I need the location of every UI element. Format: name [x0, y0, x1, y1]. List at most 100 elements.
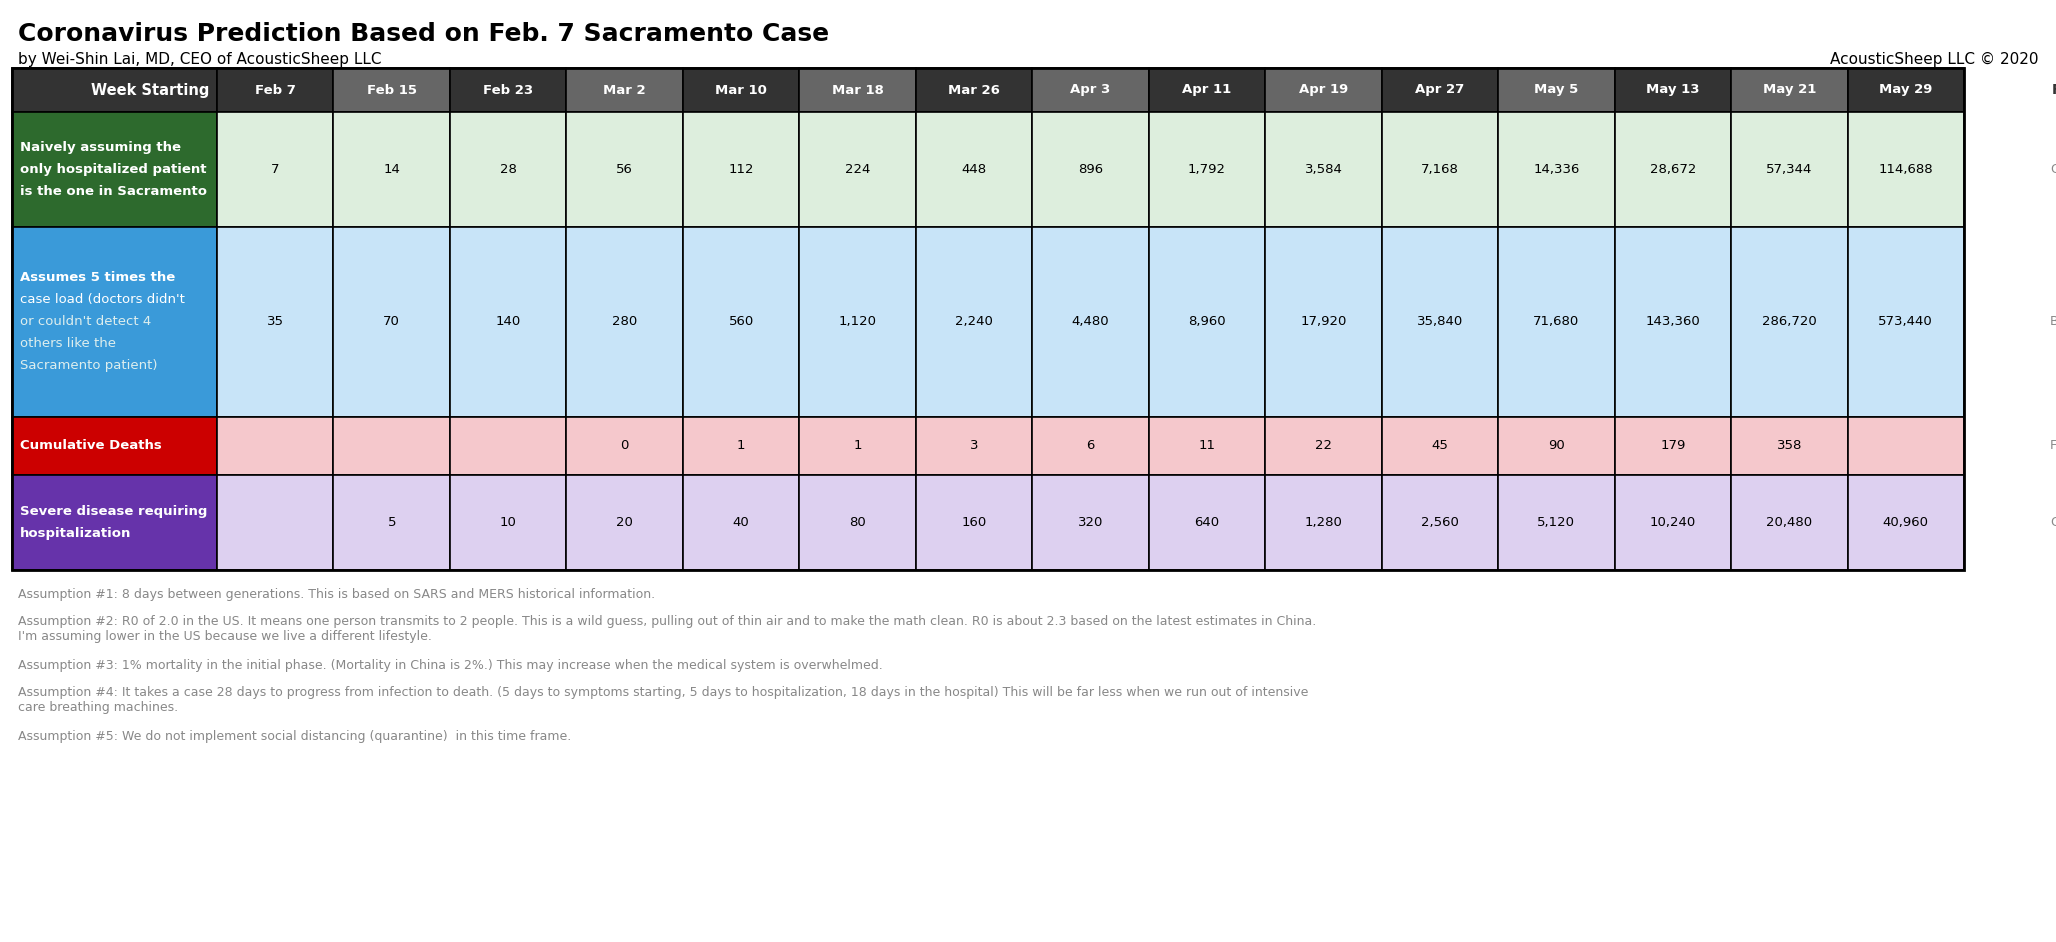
Text: 560: 560: [728, 316, 755, 329]
Bar: [1731, 475, 1848, 570]
Bar: [915, 112, 1032, 226]
Text: Assumption #5: We do not implement social distancing (quarantine)  in this time : Assumption #5: We do not implement socia…: [19, 730, 572, 743]
Text: 90: 90: [1548, 440, 1565, 452]
Bar: [565, 68, 683, 112]
Bar: [683, 68, 800, 112]
Bar: [565, 475, 683, 570]
Text: 56: 56: [617, 163, 633, 176]
Bar: [450, 417, 565, 475]
Text: 2,240: 2,240: [956, 316, 993, 329]
Text: 3: 3: [970, 440, 979, 452]
Text: 896: 896: [1077, 163, 1104, 176]
Text: C6=B4/7: C6=B4/7: [2050, 516, 2056, 528]
Bar: [1149, 112, 1264, 226]
Text: hospitalization: hospitalization: [21, 527, 132, 540]
Bar: [1032, 475, 1149, 570]
Text: Mar 18: Mar 18: [831, 84, 884, 96]
Bar: [450, 112, 565, 226]
Text: 22: 22: [1316, 440, 1332, 452]
Bar: [450, 226, 565, 417]
Bar: [1032, 68, 1149, 112]
Bar: [915, 475, 1032, 570]
Text: C3=B3*2: C3=B3*2: [2050, 163, 2056, 176]
Bar: [450, 68, 565, 112]
Bar: [1614, 475, 1731, 570]
Bar: [1032, 226, 1149, 417]
Bar: [1848, 475, 1963, 570]
Text: 80: 80: [849, 516, 866, 528]
Bar: [1614, 226, 1731, 417]
Bar: [1614, 68, 1731, 112]
Bar: [915, 226, 1032, 417]
Bar: [1848, 417, 1963, 475]
Bar: [1149, 226, 1264, 417]
Text: F5=B4*0.01: F5=B4*0.01: [2050, 440, 2056, 452]
Text: 224: 224: [845, 163, 870, 176]
Text: 143,360: 143,360: [1645, 316, 1700, 329]
Text: 448: 448: [962, 163, 987, 176]
Bar: [800, 475, 915, 570]
Text: 140: 140: [495, 316, 520, 329]
Bar: [1149, 475, 1264, 570]
Bar: [218, 417, 333, 475]
Bar: [1731, 68, 1848, 112]
Bar: [1149, 68, 1264, 112]
Text: Mar 2: Mar 2: [602, 84, 646, 96]
Text: Mar 10: Mar 10: [715, 84, 767, 96]
Text: 8,960: 8,960: [1188, 316, 1225, 329]
Text: Assumption #4: It takes a case 28 days to progress from infection to death. (5 d: Assumption #4: It takes a case 28 days t…: [19, 686, 1308, 714]
Text: May 13: May 13: [1647, 84, 1700, 96]
Text: 40: 40: [732, 516, 750, 528]
Bar: [2044, 475, 2056, 570]
Bar: [12, 68, 1963, 570]
Text: Formula: Formula: [2052, 83, 2056, 97]
Text: B4=B3*5: B4=B3*5: [2050, 316, 2056, 329]
Bar: [1848, 112, 1963, 226]
Text: Week Starting: Week Starting: [90, 83, 210, 98]
Text: 6: 6: [1086, 440, 1094, 452]
Text: 7: 7: [271, 163, 280, 176]
Text: 573,440: 573,440: [1879, 316, 1933, 329]
Bar: [1731, 226, 1848, 417]
Text: Apr 3: Apr 3: [1071, 84, 1110, 96]
Bar: [565, 226, 683, 417]
Text: Feb 15: Feb 15: [366, 84, 417, 96]
Bar: [1614, 112, 1731, 226]
Text: or couldn't detect 4: or couldn't detect 4: [21, 316, 152, 329]
Text: 28,672: 28,672: [1649, 163, 1696, 176]
Text: 1: 1: [736, 440, 746, 452]
Text: 14,336: 14,336: [1534, 163, 1579, 176]
Text: 1,120: 1,120: [839, 316, 876, 329]
Bar: [12, 112, 218, 226]
Text: Sacramento patient): Sacramento patient): [21, 360, 158, 372]
Text: Severe disease requiring: Severe disease requiring: [21, 505, 208, 518]
Bar: [218, 226, 333, 417]
Bar: [1264, 475, 1382, 570]
Text: 14: 14: [382, 163, 401, 176]
Bar: [683, 112, 800, 226]
Bar: [12, 475, 218, 570]
Text: 280: 280: [613, 316, 637, 329]
Bar: [450, 475, 565, 570]
Text: Assumption #2: R0 of 2.0 in the US. It means one person transmits to 2 people. T: Assumption #2: R0 of 2.0 in the US. It m…: [19, 615, 1316, 643]
Text: 5,120: 5,120: [1538, 516, 1575, 528]
Bar: [1382, 112, 1499, 226]
Bar: [1499, 112, 1614, 226]
Text: 320: 320: [1077, 516, 1104, 528]
Bar: [1499, 475, 1614, 570]
Text: Apr 27: Apr 27: [1415, 84, 1464, 96]
Text: Assumption #1: 8 days between generations. This is based on SARS and MERS histor: Assumption #1: 8 days between generation…: [19, 588, 656, 601]
Bar: [800, 417, 915, 475]
Text: 10: 10: [500, 516, 516, 528]
Text: Assumption #3: 1% mortality in the initial phase. (Mortality in China is 2%.) Th: Assumption #3: 1% mortality in the initi…: [19, 659, 882, 672]
Bar: [1614, 417, 1731, 475]
Text: 1: 1: [853, 440, 861, 452]
Bar: [2044, 226, 2056, 417]
Text: case load (doctors didn't: case load (doctors didn't: [21, 293, 185, 306]
Text: May 5: May 5: [1534, 84, 1579, 96]
Text: Feb 7: Feb 7: [255, 84, 296, 96]
Bar: [1382, 417, 1499, 475]
Text: 4,480: 4,480: [1071, 316, 1110, 329]
Text: 358: 358: [1776, 440, 1801, 452]
Text: 2,560: 2,560: [1421, 516, 1460, 528]
